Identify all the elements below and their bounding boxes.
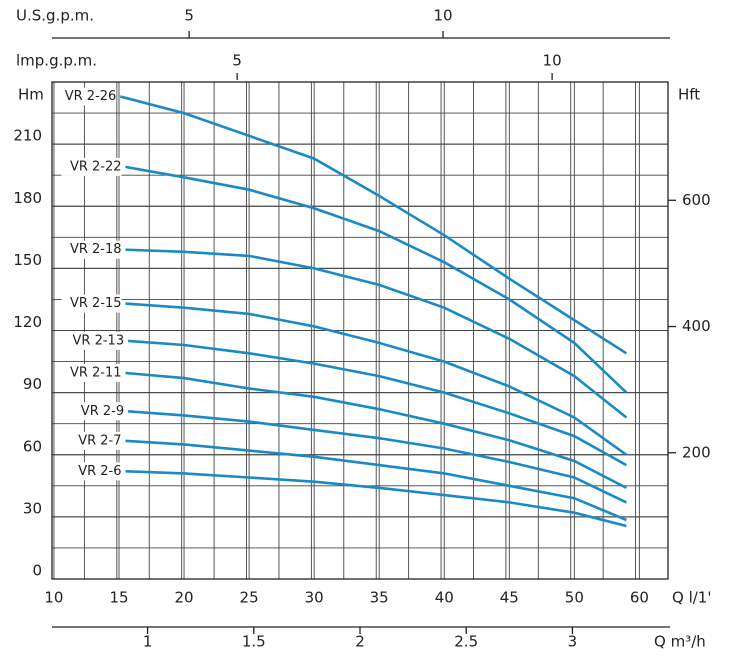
y-tick-label: 180 [13,189,42,207]
series-label: VR 2-11 [70,365,122,380]
bottom-axis-label: Q m³/h [654,633,706,651]
y-axis-label: Hm [18,86,44,104]
series-label-bg [61,363,122,382]
x-tick-label: 30 [305,589,324,607]
series-label-bg [64,402,125,421]
pump-curve [125,371,627,490]
series-label: VR 2-15 [70,296,122,311]
y-tick-label: 150 [13,251,42,269]
x-tick-label: 20 [174,589,193,607]
series-label-bg [64,331,125,350]
top-axis-tick-label: 5 [232,52,242,70]
top-axis-label: lmp.g.p.m. [16,52,97,70]
pump-curve [125,302,628,456]
series-label: VR 2-22 [70,159,122,174]
y-tick-label: 0 [32,562,42,580]
series-label: VR 2-7 [78,433,121,448]
series-label: VR 2-9 [81,404,124,419]
y2-tick-label: 400 [682,317,711,335]
series-label-bg [61,431,122,450]
x-tick-label: 45 [500,589,519,607]
y2-axis-label: Hft [678,86,700,104]
y-tick-label: 90 [23,375,42,393]
pump-curve [125,439,627,522]
x-tick-label: 50 [565,589,584,607]
x-tick-label: 35 [370,589,389,607]
series-label: VR 2-13 [73,333,125,348]
bottom-axis-tick-label: 3 [568,633,578,651]
series-label-bg [61,157,122,176]
series-label: VR 2-26 [65,89,117,104]
x-tick-label: 25 [240,589,259,607]
pump-curve [128,410,627,504]
y2-tick-label: 200 [682,443,711,461]
x-tick-label: 60 [630,589,649,607]
y2-tick-label: 600 [682,191,711,209]
top-axis-label: U.S.g.p.m. [16,7,94,25]
top-axis-tick-label: 5 [184,7,194,25]
series-label-bg [56,87,117,106]
series-label: VR 2-18 [70,242,122,257]
x-tick-label: 10 [44,589,63,607]
y-tick-label: 210 [13,127,42,145]
pump-curve [128,339,628,467]
x-tick-label: 15 [109,589,128,607]
bottom-axis-tick-label: 2 [355,633,365,651]
y-tick-label: 30 [23,499,42,517]
pump-curve [119,95,628,355]
x-tick-label: 40 [435,589,454,607]
top-axis-tick-label: 10 [433,7,452,25]
x-axis-label: Q l/1' [672,589,711,607]
pump-curve [125,470,627,528]
series-label: VR 2-6 [78,464,121,479]
pump-curve [125,248,628,419]
y-tick-label: 120 [13,313,42,331]
bottom-axis-tick-label: 1 [143,633,153,651]
y-tick-label: 60 [23,437,42,455]
series-label-bg [61,240,122,259]
series-label-bg [61,462,122,481]
top-axis-tick-label: 10 [543,52,562,70]
pump-curve [125,165,628,394]
bottom-axis-tick-label: 2.5 [454,633,478,651]
bottom-axis-tick-label: 1.5 [242,633,266,651]
series-label-bg [61,294,122,313]
plot-frame [51,81,669,580]
